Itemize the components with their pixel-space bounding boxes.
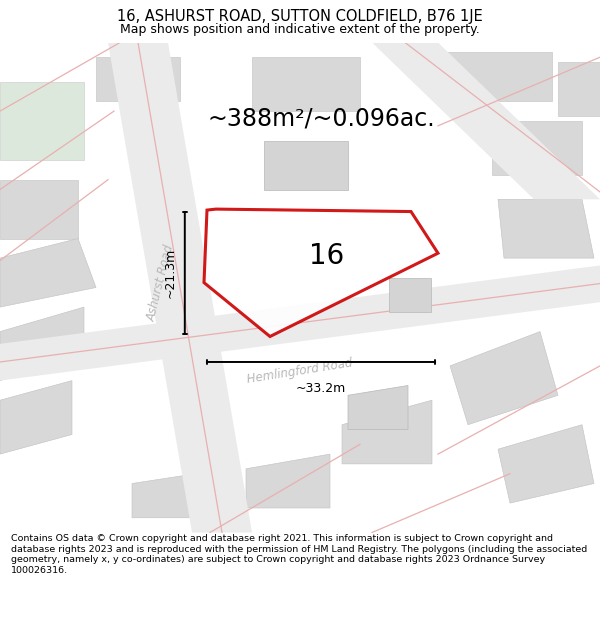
Polygon shape — [498, 199, 594, 258]
Polygon shape — [0, 307, 84, 381]
Text: ~388m²/~0.096ac.: ~388m²/~0.096ac. — [207, 106, 435, 131]
Polygon shape — [96, 58, 180, 101]
Polygon shape — [558, 62, 600, 116]
Polygon shape — [444, 52, 552, 101]
Polygon shape — [348, 386, 408, 429]
Text: Ashurst Road: Ashurst Road — [145, 243, 176, 322]
Polygon shape — [498, 425, 594, 503]
Text: Map shows position and indicative extent of the property.: Map shows position and indicative extent… — [120, 23, 480, 36]
Polygon shape — [0, 239, 96, 307]
Text: Contains OS data © Crown copyright and database right 2021. This information is : Contains OS data © Crown copyright and d… — [11, 534, 587, 574]
Text: ~33.2m: ~33.2m — [296, 382, 346, 396]
Polygon shape — [389, 278, 431, 312]
Text: ~21.3m: ~21.3m — [163, 248, 176, 298]
Polygon shape — [132, 469, 228, 518]
Polygon shape — [0, 82, 84, 160]
Polygon shape — [108, 42, 252, 532]
Text: 16: 16 — [310, 242, 344, 269]
Polygon shape — [492, 121, 582, 175]
Polygon shape — [342, 400, 432, 464]
Text: 16, ASHURST ROAD, SUTTON COLDFIELD, B76 1JE: 16, ASHURST ROAD, SUTTON COLDFIELD, B76 … — [117, 9, 483, 24]
Polygon shape — [450, 332, 558, 425]
Polygon shape — [0, 381, 72, 454]
Polygon shape — [204, 209, 438, 336]
Polygon shape — [0, 180, 78, 239]
Polygon shape — [0, 266, 600, 381]
Polygon shape — [264, 141, 348, 189]
Polygon shape — [246, 454, 330, 508]
Text: Hemlingford Road: Hemlingford Road — [246, 356, 354, 386]
Polygon shape — [372, 42, 600, 199]
Polygon shape — [252, 58, 360, 111]
